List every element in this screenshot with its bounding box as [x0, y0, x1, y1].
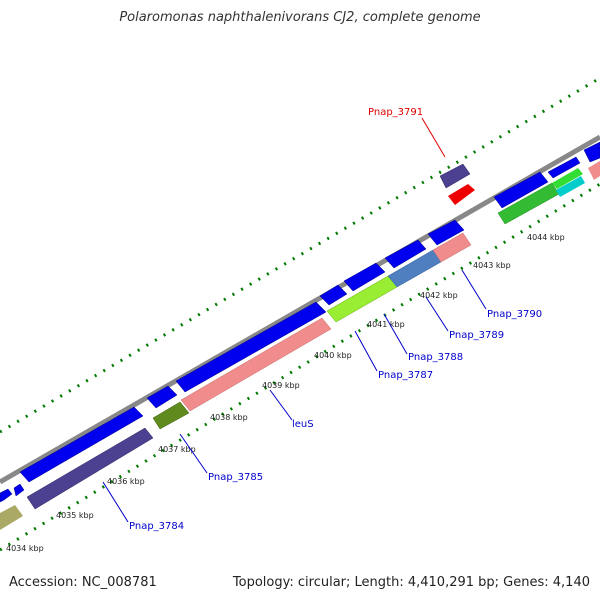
gene-3791-leader-line: [421, 117, 446, 158]
gene-arrow: [493, 171, 549, 209]
gene-label: Pnap_3787: [378, 370, 433, 381]
gene-label: Pnap_3785: [208, 472, 263, 483]
gene-3785-bar: [152, 401, 190, 430]
gene-arrow: [343, 262, 386, 292]
gene-label: Pnap_3784: [129, 521, 184, 532]
gene-label: Pnap_3788: [408, 352, 463, 363]
topology-text: Topology: circular; Length: 4,410,291 bp…: [232, 575, 590, 590]
gene-label: Pnap_3790: [487, 309, 542, 320]
gene-arrow: [583, 141, 600, 163]
gene-arrow: [427, 219, 465, 246]
gene-label: leuS: [292, 419, 314, 430]
kbp-label: 4043 kbp: [473, 261, 511, 270]
map-title: Polaromonas naphthalenivorans CJ2, compl…: [119, 10, 481, 25]
kbp-label: 4035 kbp: [56, 511, 94, 520]
kbp-label: 4038 kbp: [210, 413, 248, 422]
forward-strand-genes: [0, 141, 600, 503]
outer-tick-track: [0, 76, 600, 434]
gene-cyan-bar: [556, 176, 585, 197]
kbp-label: 4039 kbp: [262, 381, 300, 390]
kbp-label: 4042 kbp: [420, 291, 458, 300]
gene-arrow: [384, 239, 427, 269]
kbp-label: 4034 kbp: [6, 544, 44, 553]
gene-arrow: [0, 488, 13, 503]
kbp-label: 4044 kbp: [527, 233, 565, 242]
gene-3791-bar: [439, 163, 471, 189]
gene-arrow-olive: [0, 505, 23, 530]
gene-arrow: [319, 284, 348, 306]
gene-leader-lines: [102, 269, 487, 523]
gene-3790-bar: [432, 232, 472, 263]
gene-label: Pnap_3789: [449, 330, 504, 341]
leuS-bar: [180, 317, 332, 412]
kbp-label: 4037 kbp: [158, 445, 196, 454]
kbp-label: 4041 kbp: [367, 320, 405, 329]
accession-text: Accession: NC_008781: [9, 575, 157, 590]
gene-arrow: [146, 385, 178, 409]
gene-arrow: [13, 483, 25, 497]
gene-arrow: [547, 156, 581, 179]
gene-arrow: [19, 406, 144, 483]
gene-lightgreen-bar: [552, 168, 583, 189]
gene-label-highlight: Pnap_3791: [368, 107, 423, 118]
kbp-label: 4036 kbp: [107, 477, 145, 486]
gene-arrow: [175, 301, 327, 393]
gene-pink-bar: [588, 161, 600, 180]
inner-tick-track: [0, 182, 600, 552]
gene-3791-arrow: [448, 184, 475, 205]
gene-3784-bar: [26, 427, 154, 510]
kbp-label: 4040 kbp: [314, 351, 352, 360]
